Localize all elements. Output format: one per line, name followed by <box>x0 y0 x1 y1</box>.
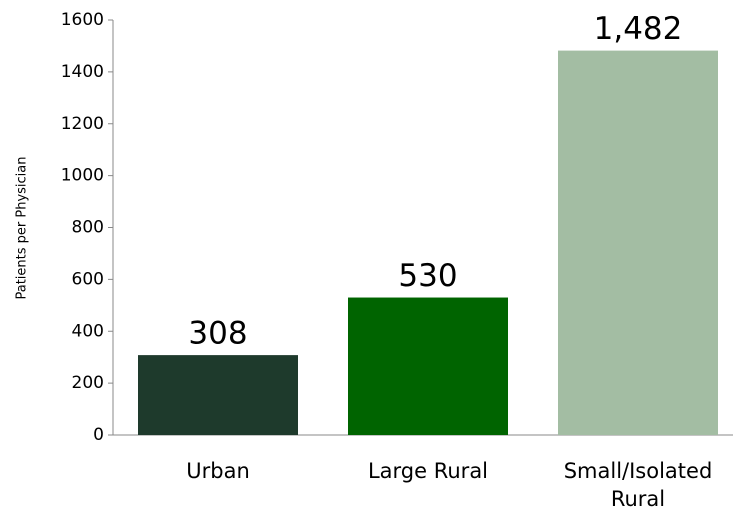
x-tick-label: Urban <box>186 459 250 483</box>
y-tick-label: 1600 <box>61 10 104 30</box>
y-axis-title: Patients per Physician <box>15 156 30 299</box>
y-tick-label: 600 <box>72 269 104 289</box>
y-tick-label: 1400 <box>61 62 104 82</box>
bar <box>348 297 508 435</box>
x-tick-label: Small/Isolated Rural <box>563 459 713 511</box>
y-tick-label: 800 <box>72 218 104 238</box>
y-tick-label: 1000 <box>61 166 104 186</box>
value-label: 530 <box>398 258 457 294</box>
value-label: 308 <box>188 316 247 352</box>
y-tick-label: 0 <box>93 425 104 445</box>
value-label: 1,482 <box>594 11 683 47</box>
y-tick-label: 1200 <box>61 114 104 134</box>
bar <box>558 50 718 435</box>
y-tick-label: 400 <box>72 321 104 341</box>
bar <box>138 355 298 435</box>
y-tick-label: 200 <box>72 373 104 393</box>
x-tick-label: Large Rural <box>367 459 489 483</box>
